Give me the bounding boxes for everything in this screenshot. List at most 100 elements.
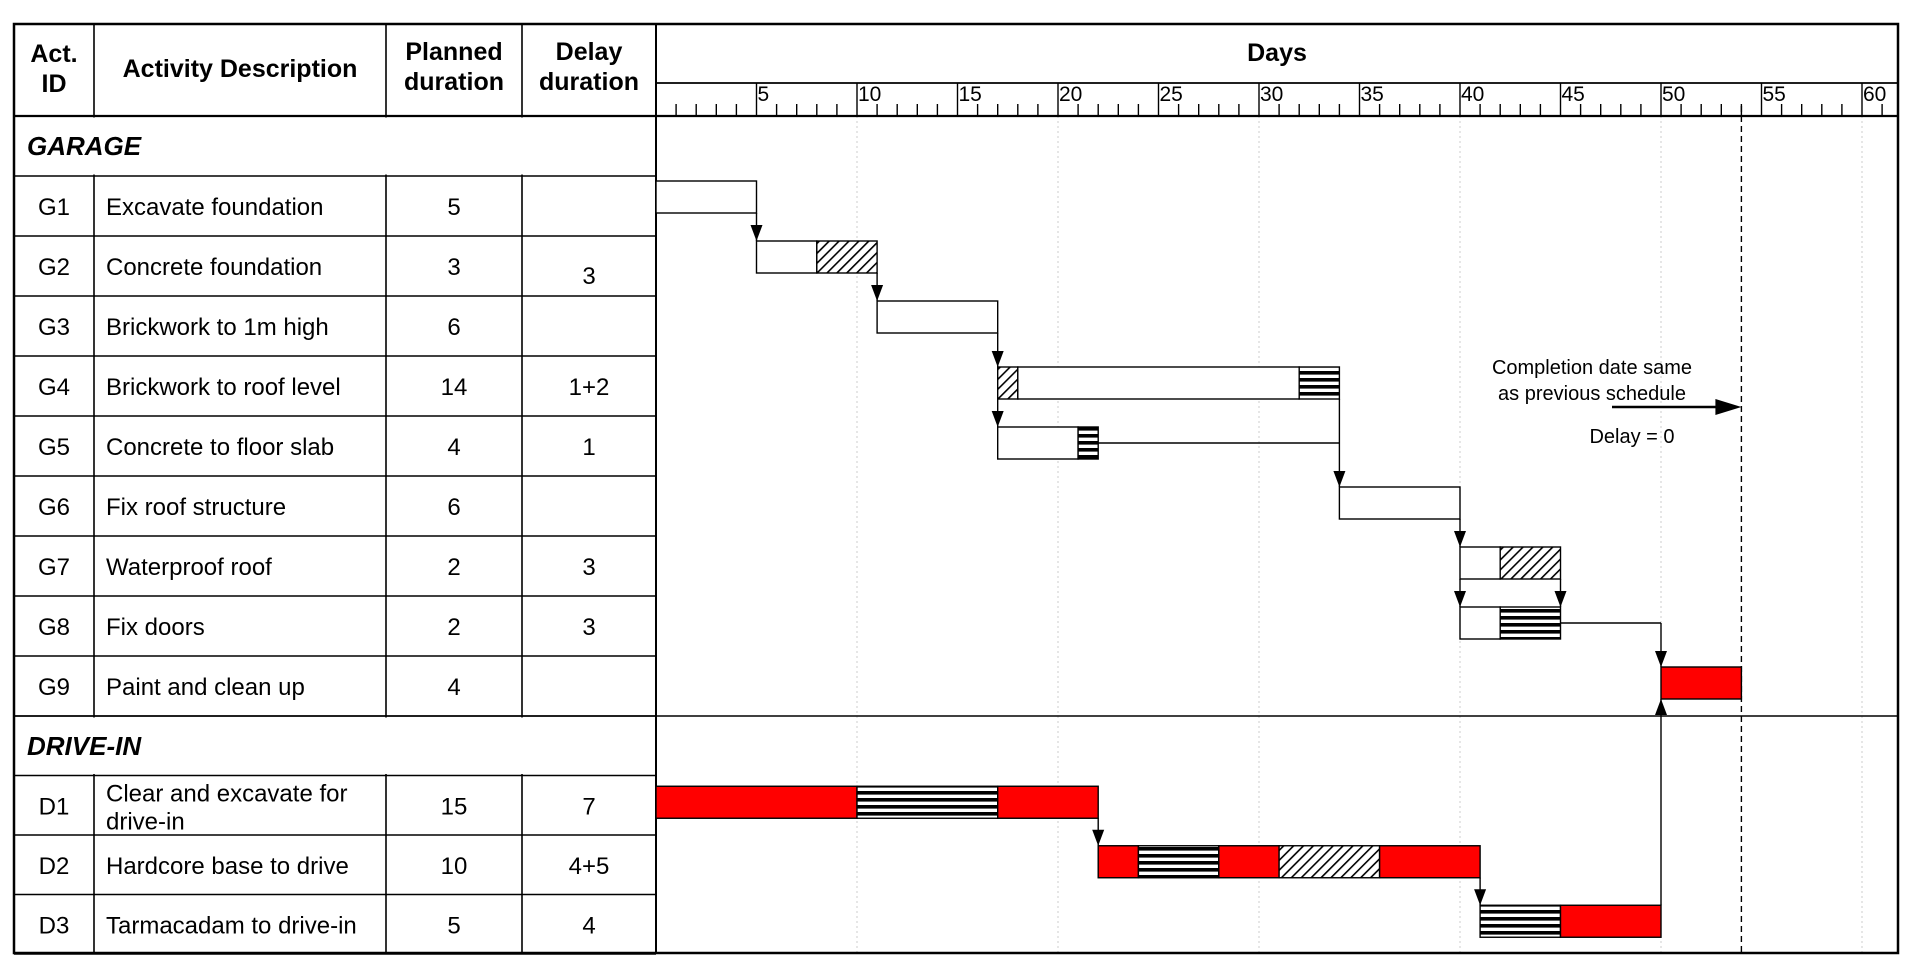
activity-description: Hardcore base to drive	[106, 853, 349, 880]
bar-segment-white	[655, 180, 758, 214]
x-tick-label: 45	[1562, 83, 1585, 106]
delay-duration: 3	[582, 263, 595, 290]
header-delay-duration: Delay duration	[539, 38, 639, 96]
activity-id: G4	[38, 374, 70, 401]
bar-segment-white	[1459, 546, 1501, 580]
activity-description: Brickwork to roof level	[106, 374, 341, 401]
link-arrow	[1474, 889, 1487, 906]
header-days: Days	[1247, 39, 1307, 67]
activity-id: G3	[38, 314, 70, 341]
delay-duration: 7	[582, 793, 595, 820]
link-arrow	[1333, 471, 1346, 487]
activity-description: Clear and excavate for	[106, 780, 347, 807]
x-tick-label: 40	[1461, 83, 1484, 106]
link-arrow	[871, 285, 884, 301]
activity-description: Fix roof structure	[106, 494, 286, 521]
activity-description: Waterproof roof	[106, 554, 272, 581]
bar-segment-white	[997, 426, 1079, 460]
link-arrow	[750, 225, 763, 241]
bar-segment-red	[1378, 845, 1481, 879]
x-tick-label: 10	[858, 83, 881, 106]
bar-segment-white	[1338, 486, 1461, 520]
bar-segment-white	[1459, 606, 1501, 640]
x-tick-label: 55	[1763, 83, 1786, 106]
planned-duration: 6	[447, 494, 460, 521]
link-arrow	[1655, 651, 1667, 667]
bar-segment-red	[1218, 845, 1280, 879]
bar-segment-white	[755, 240, 818, 274]
link-arrow	[991, 411, 1004, 427]
activity-description: Concrete to floor slab	[106, 434, 334, 461]
planned-duration: 4	[447, 674, 460, 701]
activity-id: D2	[39, 853, 70, 880]
planned-duration: 15	[441, 793, 468, 820]
bar-segment-hatch	[997, 366, 1019, 400]
delay-duration: 3	[582, 554, 595, 581]
planned-duration: 6	[447, 314, 460, 341]
x-tick-label: 35	[1361, 83, 1384, 106]
activity-description: Concrete foundation	[106, 254, 322, 281]
x-tick-label: 5	[758, 83, 770, 106]
planned-duration: 3	[447, 254, 460, 281]
activity-id: G1	[38, 194, 70, 221]
delay-duration: 1	[582, 434, 595, 461]
link-arrow	[1454, 531, 1466, 547]
activity-description: Tarmacadam to drive-in	[106, 912, 357, 939]
header-act-id: Act. ID	[30, 40, 77, 98]
activity-description: Brickwork to 1m high	[106, 314, 329, 341]
delay-duration: 3	[582, 614, 595, 641]
bar-segment-red	[1097, 845, 1140, 879]
delay-duration: 4+5	[569, 853, 610, 880]
link-arrow	[1092, 829, 1105, 846]
bar-segment-stripe	[1479, 904, 1562, 938]
link-arrow	[1655, 699, 1667, 715]
activity-id: G5	[38, 434, 70, 461]
delay-zero-label: Delay = 0	[1589, 426, 1674, 448]
bar-segment-white	[1017, 366, 1300, 400]
group-row-bg	[15, 717, 655, 774]
bar-segment-stripe	[1298, 366, 1341, 400]
bar-segment-red	[1559, 904, 1662, 938]
bar-segment-red	[997, 785, 1099, 819]
bar-segment-hatch	[1499, 546, 1562, 580]
planned-duration: 10	[441, 853, 468, 880]
link-arrow	[1554, 591, 1567, 607]
annotation-arrow-head	[1715, 399, 1742, 415]
activity-description: Paint and clean up	[106, 674, 305, 701]
activity-id: D3	[39, 912, 70, 939]
bar-segment-stripe	[856, 785, 999, 819]
x-tick-label: 25	[1160, 83, 1183, 106]
planned-duration: 2	[447, 614, 460, 641]
activity-id: G9	[38, 674, 70, 701]
header-planned-duration: Planned duration	[404, 38, 504, 96]
planned-duration: 4	[447, 434, 460, 461]
x-tick-label: 50	[1662, 83, 1685, 106]
activity-id: G7	[38, 554, 70, 581]
planned-duration: 5	[447, 912, 460, 939]
activity-id: G8	[38, 614, 70, 641]
table-frame	[12, 22, 1900, 955]
activity-id: D1	[39, 793, 70, 820]
x-tick-label: 20	[1059, 83, 1082, 106]
bar-segment-red	[1660, 666, 1743, 700]
bar-segment-stripe	[1077, 426, 1099, 460]
link-arrow	[1454, 591, 1466, 607]
activity-id: G2	[38, 254, 70, 281]
delay-duration: 1+2	[569, 374, 610, 401]
bar-segment-stripe	[1137, 845, 1220, 879]
delay-duration: 4	[582, 912, 595, 939]
bar-segment-red	[655, 785, 858, 819]
planned-duration: 5	[447, 194, 460, 221]
group-row-bg	[15, 117, 655, 175]
link-arrow	[991, 351, 1004, 367]
x-tick-label: 30	[1260, 83, 1283, 106]
group-title: GARAGE	[27, 131, 142, 161]
bar-segment-stripe	[1499, 606, 1562, 640]
bar-segment-hatch	[1278, 845, 1381, 879]
planned-duration: 2	[447, 554, 460, 581]
header-activity-description: Activity Description	[123, 55, 358, 83]
activity-description: Excavate foundation	[106, 194, 324, 221]
activity-description: drive-in	[106, 808, 185, 835]
x-tick-label: 15	[959, 83, 982, 106]
